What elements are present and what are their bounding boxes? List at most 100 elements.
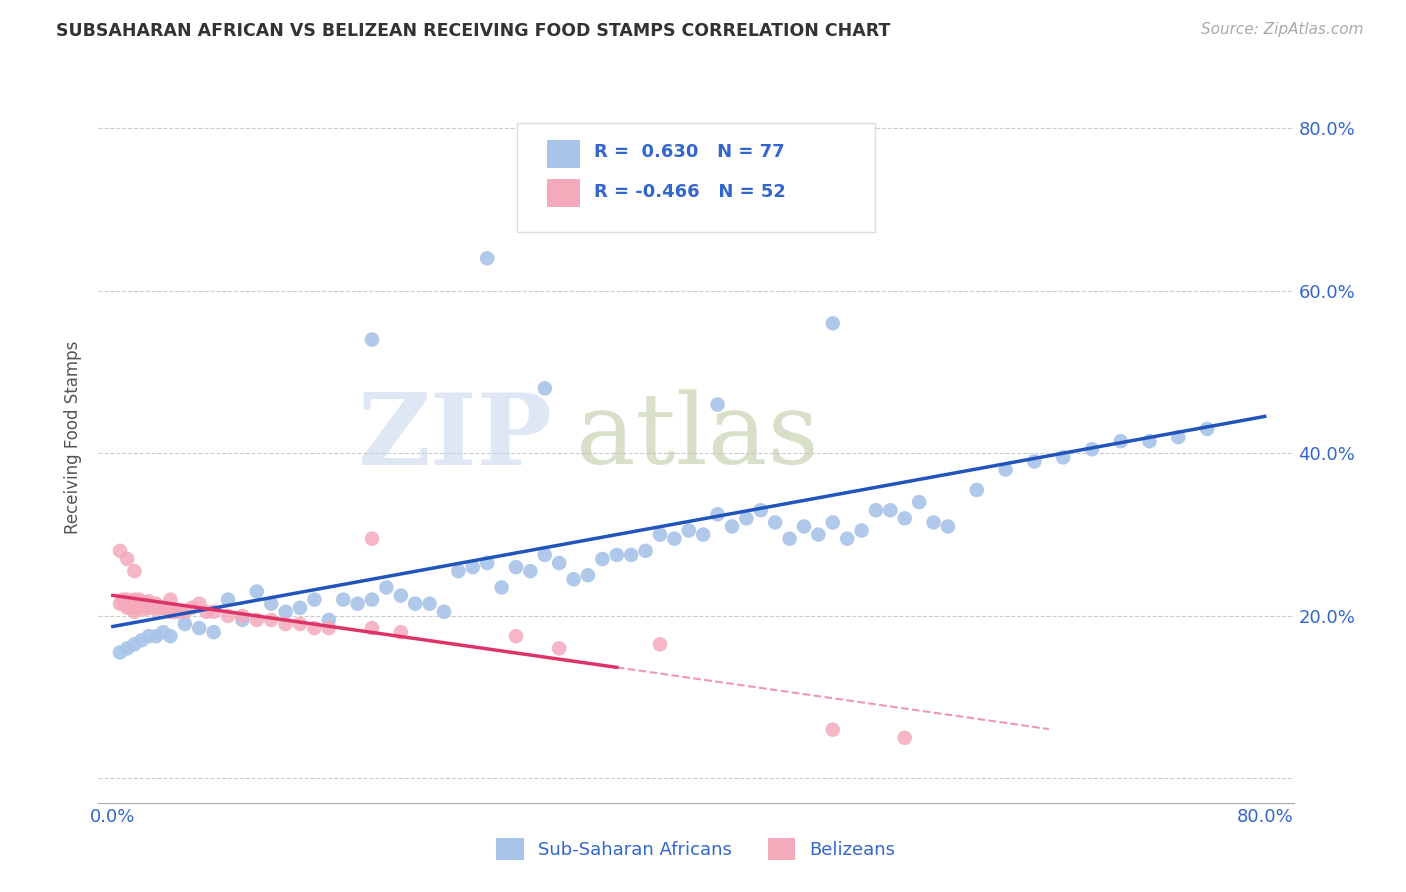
Point <box>128 597 150 611</box>
Text: SUBSAHARAN AFRICAN VS BELIZEAN RECEIVING FOOD STAMPS CORRELATION CHART: SUBSAHARAN AFRICAN VS BELIZEAN RECEIVING… <box>56 22 890 40</box>
Point <box>519 564 541 578</box>
Bar <box>547 179 581 207</box>
Point <box>477 252 499 266</box>
Point <box>159 605 181 619</box>
Point <box>548 556 571 570</box>
FancyBboxPatch shape <box>517 122 876 232</box>
Point <box>181 600 204 615</box>
Point <box>922 516 945 530</box>
Text: R = -0.466   N = 52: R = -0.466 N = 52 <box>595 183 786 201</box>
Point <box>908 495 931 509</box>
Point <box>162 605 184 619</box>
Point <box>966 483 988 497</box>
Point <box>127 600 149 615</box>
Point <box>851 524 873 538</box>
Point <box>893 731 915 745</box>
Point <box>793 519 815 533</box>
Point <box>231 608 253 623</box>
Point <box>706 398 728 412</box>
Point <box>837 532 859 546</box>
Point <box>159 592 181 607</box>
Point <box>879 503 901 517</box>
Point <box>159 629 181 643</box>
Bar <box>547 140 581 168</box>
Point <box>562 572 585 586</box>
Point <box>111 592 134 607</box>
Point <box>1024 454 1046 468</box>
Point <box>606 548 628 562</box>
Point <box>1052 450 1074 465</box>
Point <box>591 552 613 566</box>
Point <box>419 597 441 611</box>
Point <box>121 594 143 608</box>
Point <box>217 608 239 623</box>
Point <box>433 605 456 619</box>
Point <box>145 629 167 643</box>
Point <box>706 508 728 522</box>
Text: ZIP: ZIP <box>357 389 553 485</box>
Point <box>634 544 657 558</box>
Point <box>807 527 830 541</box>
Point <box>375 581 398 595</box>
Point <box>361 532 384 546</box>
Point <box>134 602 156 616</box>
Point <box>202 625 225 640</box>
Point <box>735 511 758 525</box>
Point <box>678 524 700 538</box>
Point <box>491 581 513 595</box>
Point <box>404 597 426 611</box>
Point <box>128 592 150 607</box>
Point <box>447 564 470 578</box>
Point <box>477 556 499 570</box>
Point <box>821 516 844 530</box>
Point <box>124 564 146 578</box>
Point <box>188 621 211 635</box>
Point <box>664 532 686 546</box>
Point <box>692 527 714 541</box>
Point <box>1081 442 1104 457</box>
Point <box>131 594 153 608</box>
Y-axis label: Receiving Food Stamps: Receiving Food Stamps <box>65 341 83 533</box>
Point <box>115 597 138 611</box>
Point <box>461 560 484 574</box>
Point <box>274 617 297 632</box>
Text: R =  0.630   N = 77: R = 0.630 N = 77 <box>595 143 785 161</box>
Point <box>318 613 340 627</box>
Point <box>145 602 167 616</box>
Point <box>505 560 527 574</box>
Point <box>288 617 311 632</box>
Point <box>124 637 146 651</box>
Point <box>779 532 801 546</box>
Point <box>721 519 744 533</box>
Point <box>936 519 959 533</box>
Point <box>304 592 326 607</box>
Point <box>332 592 354 607</box>
Point <box>188 597 211 611</box>
Point <box>533 381 555 395</box>
Point <box>120 600 142 615</box>
Point <box>115 552 138 566</box>
Point <box>149 600 172 615</box>
Point <box>576 568 599 582</box>
Point <box>648 527 671 541</box>
Point <box>865 503 887 517</box>
Point <box>124 597 146 611</box>
Point <box>217 592 239 607</box>
Point <box>231 613 253 627</box>
Point <box>152 625 174 640</box>
Point <box>138 594 160 608</box>
Point <box>361 621 384 635</box>
Point <box>749 503 772 517</box>
Point <box>131 597 153 611</box>
Point <box>115 600 138 615</box>
Point <box>361 333 384 347</box>
Point <box>136 597 159 611</box>
Point <box>1197 422 1219 436</box>
Point <box>288 600 311 615</box>
Point <box>1139 434 1161 449</box>
Point <box>148 600 170 615</box>
Point <box>138 600 160 615</box>
Point <box>131 597 153 611</box>
Point <box>145 597 167 611</box>
Point <box>166 605 188 619</box>
